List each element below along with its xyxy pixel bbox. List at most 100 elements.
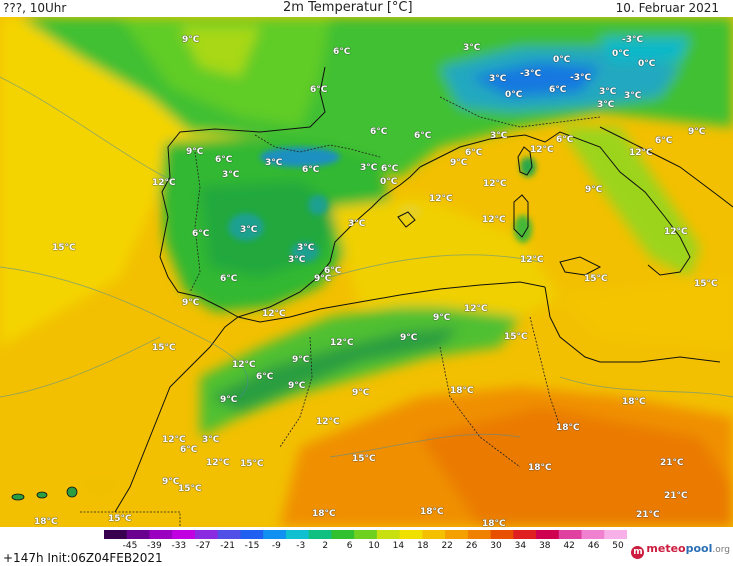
temperature-label: 12°C [316,417,340,427]
colorbar-tick-label: -39 [147,541,162,551]
temperature-label: 3°C [489,74,507,84]
temperature-label: 9°C [162,477,180,487]
temperature-label: 9°C [220,395,238,405]
temperature-label: -3°C [622,35,644,45]
colorbar-segment [422,530,446,539]
temperature-label: 12°C [520,255,544,265]
temperature-label: 0°C [638,59,656,69]
colorbar-segment [354,530,378,539]
temperature-label: 18°C [482,519,506,529]
temperature-label: 21°C [636,510,660,520]
colorbar-tick-label: -9 [271,541,281,551]
map-footer: -45 -39 -33 -27 -21 -15 -9 -3 2 6 10 14 18 22 26 30 34 38… [0,527,733,566]
colorbar-segment [536,530,560,539]
colorbar-segment [445,530,469,539]
temperature-label: 9°C [352,388,370,398]
colorbar-tick-label: -33 [171,541,187,551]
colorbar-segment [217,530,241,539]
temperature-label: 6°C [556,135,574,145]
temperature-label: 12°C [330,338,354,348]
colorbar-tick-label: 38 [539,541,551,551]
temperature-label: 3°C [240,225,258,235]
temperature-label: 0°C [380,177,398,187]
colorbar-tick-label: 10 [368,541,380,551]
temperature-label: 3°C [222,170,240,180]
location-time-label: ???, 10Uhr [3,1,67,15]
temperature-label: 9°C [585,185,603,195]
temperature-label: 6°C [549,85,567,95]
temperature-label: 9°C [433,313,451,323]
meteopool-logo-icon: m [631,546,645,559]
temperature-label: 6°C [465,148,483,158]
temperature-label: 12°C [464,304,488,314]
temperature-label: 9°C [688,127,706,137]
colorbar-tick-label: 14 [392,541,405,551]
temperature-label: 0°C [553,55,571,65]
colorbar-tick-labels: -45 -39 -33 -27 -21 -15 -9 -3 2 6 10 14 18 22 26 30 34 38… [0,541,733,553]
temperature-label: 12°C [262,309,286,319]
colorbar-segment [126,530,150,539]
temperature-label: 6°C [180,445,198,455]
temperature-label: -3°C [520,69,542,79]
temperature-label: 6°C [414,131,432,141]
temperature-label: 3°C [624,91,642,101]
colorbar-tick-label: 30 [490,541,502,551]
colorbar-segment [194,530,219,539]
temperature-label: 15°C [52,243,76,253]
interior-cold-pockets [82,147,536,497]
temperature-label: 18°C [312,509,336,519]
temperature-label: 21°C [664,491,688,501]
temperature-label: 6°C [256,372,274,382]
temperature-label: 15°C [504,332,528,342]
map-header: ???, 10Uhr 2m Temperatur [°C] 10. Februa… [0,0,733,17]
temperature-label: 12°C [429,194,453,204]
isotherm-contours [0,76,733,458]
colorbar-segment [240,530,264,539]
colorbar-tick-label: 6 [346,541,353,551]
colorbar-segment [581,530,605,539]
temperature-label: 6°C [370,127,388,137]
colorbar-segment [263,530,287,539]
temperature-label: 3°C [360,163,378,173]
colorbar-tick-label: 22 [441,541,453,551]
map-title: 2m Temperatur [°C] [283,0,413,15]
temperature-label: 3°C [597,100,615,110]
temperature-label: 9°C [288,381,306,391]
temperature-label: 9°C [186,147,204,157]
temperature-label: 15°C [240,459,264,469]
colorbar-segment [399,530,423,539]
temperature-label: 3°C [490,131,508,141]
temperature-label: 6°C [655,136,673,146]
colorbar-tick-label: -21 [220,541,235,551]
colorbar-segment [285,530,310,539]
temperature-label: 12°C [530,145,554,155]
temperature-label: 15°C [108,514,132,524]
logo-text-org: .org [712,545,730,555]
temperature-label: 12°C [206,458,230,468]
colorbar [104,530,627,539]
temperature-label: 12°C [152,178,176,188]
temperature-label: 15°C [694,279,718,289]
temperature-label: 18°C [450,386,474,396]
colorbar-segment [467,530,492,539]
colorbar-segment [558,530,583,539]
colorbar-tick-label: 34 [514,541,527,551]
temperature-label: 15°C [152,343,176,353]
temperature-label: 9°C [292,355,310,365]
temperature-label: 3°C [288,255,306,265]
temperature-label: 3°C [297,243,315,253]
colorbar-tick-label: -15 [244,541,260,551]
colorbar-tick-label: 46 [587,541,600,551]
temperature-label: 12°C [162,435,186,445]
temperature-label: 18°C [34,517,58,527]
temperature-label: 0°C [612,49,630,59]
temperature-label: 6°C [310,85,328,95]
temperature-label: 18°C [556,423,580,433]
colorbar-tick-label: -27 [195,541,211,551]
temperature-label: 12°C [629,148,653,158]
colorbar-tick-label: -45 [122,541,138,551]
colorbar-segment [172,530,196,539]
colorbar-segment [376,530,401,539]
temperature-label: 3°C [202,435,220,445]
meteopool-logo[interactable]: m meteopool.org [631,542,730,559]
